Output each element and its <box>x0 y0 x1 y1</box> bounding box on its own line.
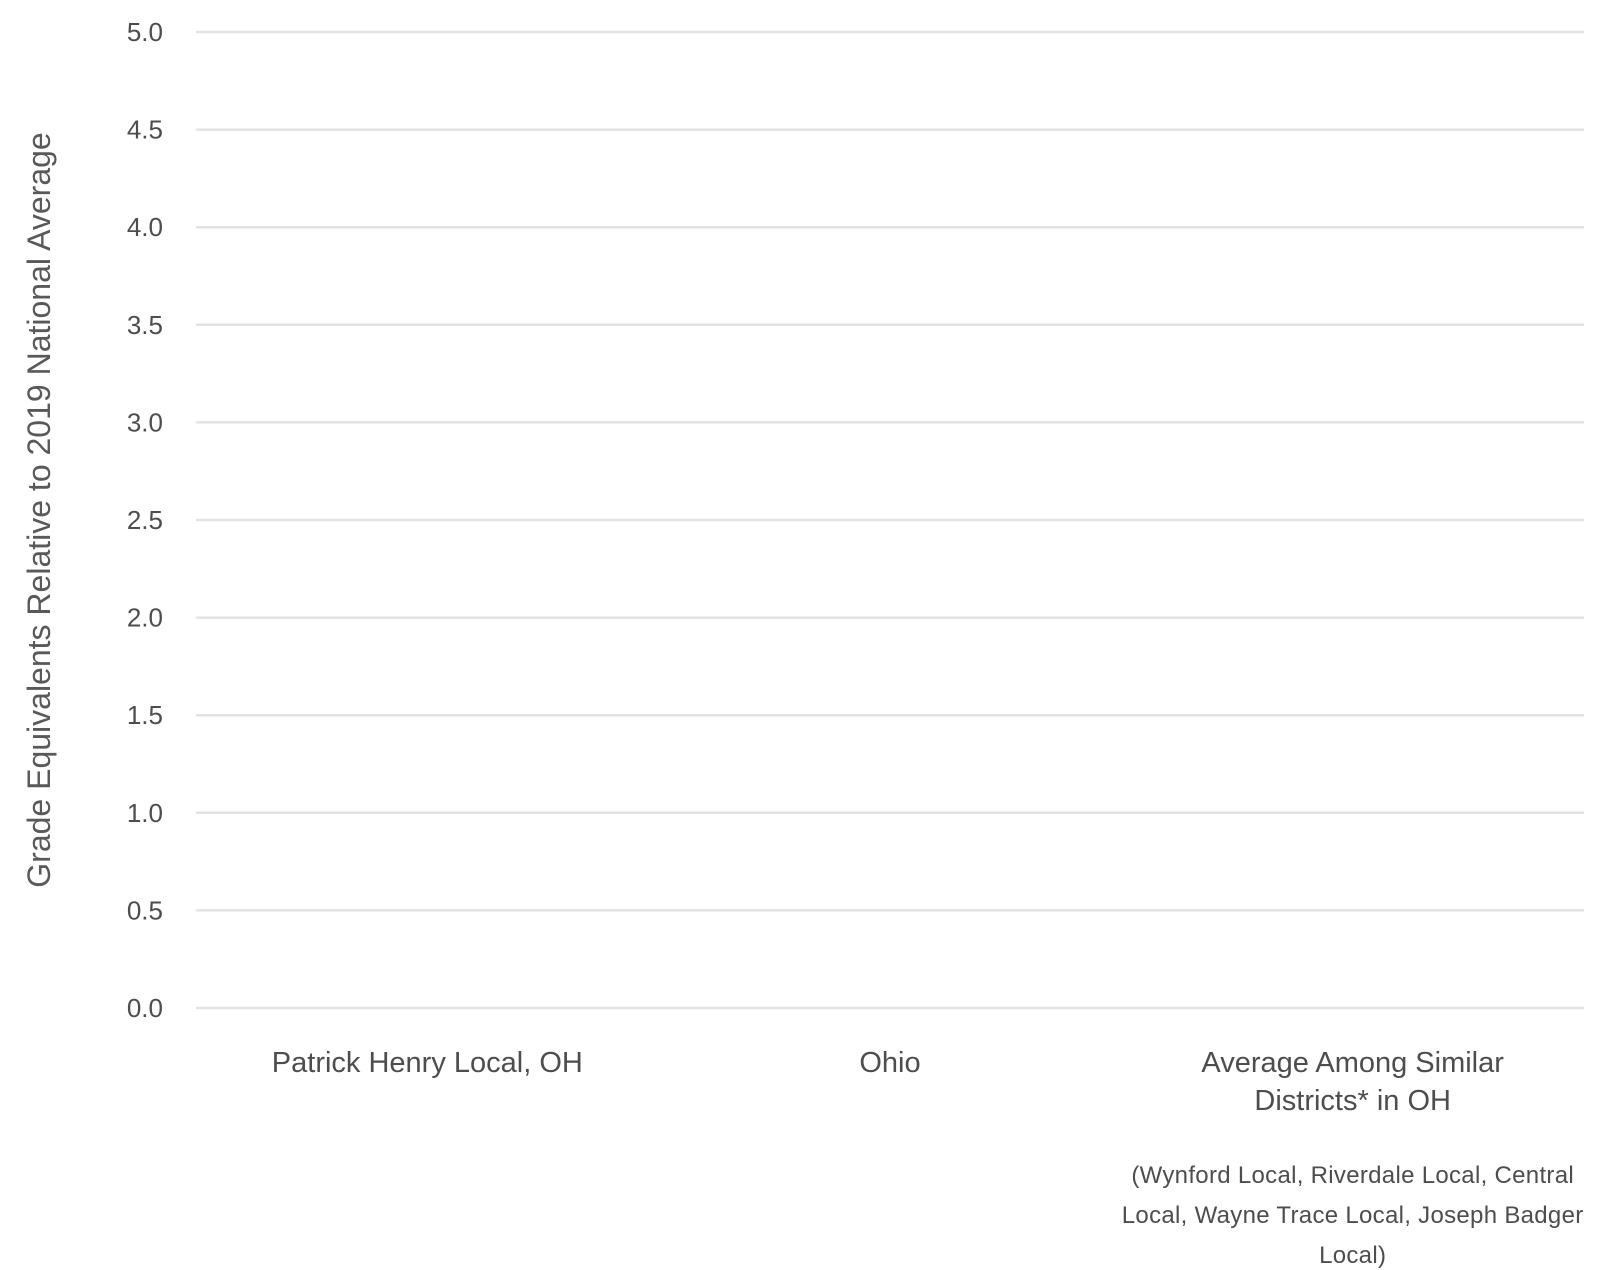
y-tick-label: 3.0 <box>127 407 163 437</box>
y-tick-label: 0.0 <box>127 993 163 1023</box>
similar-districts-note: (Wynford Local, Riverdale Local, Central… <box>1122 1162 1584 1269</box>
x-axis-categories: Patrick Henry Local, OH Ohio Average Among… <box>272 1047 1504 1117</box>
y-tick-label: 0.5 <box>127 895 163 925</box>
y-tick-label: 5.0 <box>127 17 163 47</box>
x-category-label: Patrick Henry Local, OH <box>272 1047 583 1079</box>
y-tick-label: 3.5 <box>127 310 163 340</box>
y-tick-label: 1.5 <box>127 700 163 730</box>
similar-districts-note-line: Local) <box>1319 1242 1386 1269</box>
similar-districts-note-line: Local, Wayne Trace Local, Joseph Badger <box>1122 1202 1584 1229</box>
y-axis-title: Grade Equivalents Relative to 2019 Natio… <box>21 132 57 887</box>
y-tick-label: 4.5 <box>127 115 163 145</box>
x-category-label: Districts* in OH <box>1254 1085 1451 1117</box>
y-tick-label: 1.0 <box>127 798 163 828</box>
y-axis-ticks: 0.0 0.5 1.0 1.5 2.0 2.5 3.0 3.5 4.0 4.5 5.0 <box>127 17 163 1023</box>
y-tick-label: 2.5 <box>127 505 163 535</box>
x-category-label: Average Among Similar <box>1201 1047 1504 1079</box>
similar-districts-note-line: (Wynford Local, Riverdale Local, Central <box>1131 1162 1574 1189</box>
x-category-label: Ohio <box>859 1047 920 1079</box>
gridlines <box>196 30 1584 1010</box>
y-tick-label: 2.0 <box>127 603 163 633</box>
y-tick-label: 4.0 <box>127 212 163 242</box>
